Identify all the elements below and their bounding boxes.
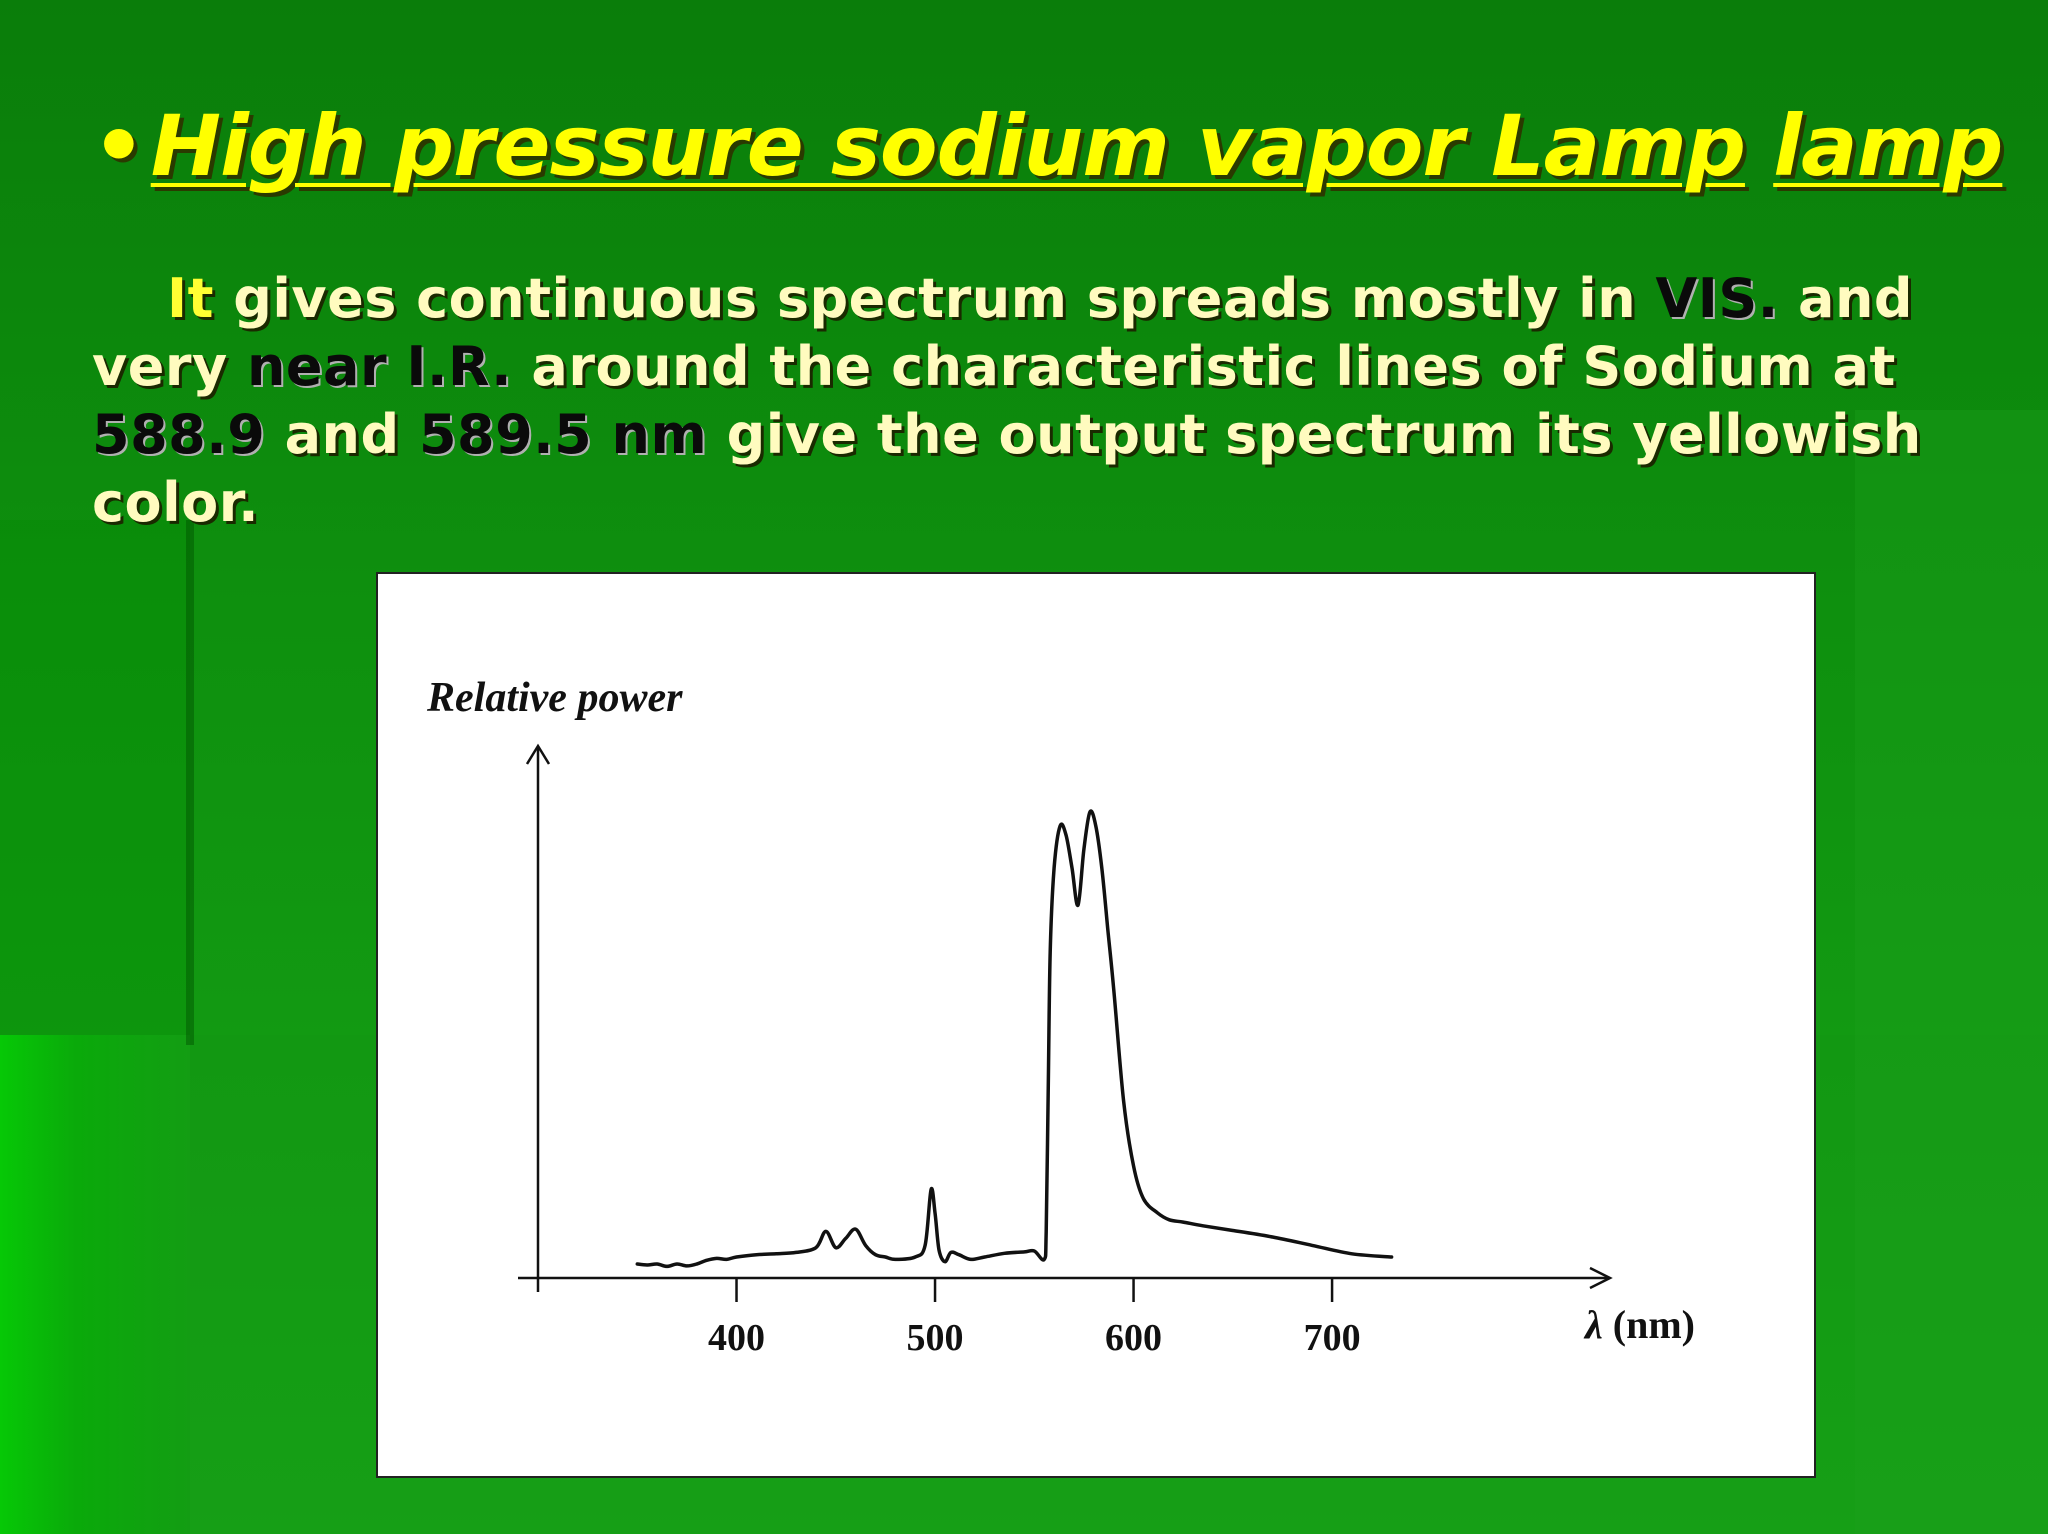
x-axis-unit: (nm) bbox=[1613, 1302, 1695, 1347]
text-wavelength-2: 589.5 nm bbox=[418, 403, 708, 466]
decorative-left-block bbox=[0, 520, 190, 1035]
x-axis-label: λ (nm) bbox=[1583, 1302, 1695, 1347]
text-segment-5: give the output spectrum its yellowish c… bbox=[92, 403, 1922, 534]
text-near-ir: near I.R. bbox=[246, 335, 513, 398]
text-wavelength-1: 588.9 bbox=[92, 403, 266, 466]
text-segment-1: gives continuous spectrum spreads mostly… bbox=[213, 267, 1656, 330]
decorative-vertical-line bbox=[186, 520, 194, 1045]
y-axis-arrow-icon bbox=[525, 743, 551, 765]
title-main: High pressure sodium vapor Lamp bbox=[150, 97, 1746, 195]
x-axis-arrow-icon bbox=[1589, 1266, 1613, 1290]
text-segment-3: around the characteristic lines of Sodiu… bbox=[512, 335, 1896, 398]
x-tick-label: 700 bbox=[1304, 1317, 1361, 1359]
y-axis-label: Relative power bbox=[426, 675, 683, 721]
spectrum-chart: Relative power 400 500 600 700 λ (nm) bbox=[426, 675, 1695, 1359]
spectrum-figure: Relative power 400 500 600 700 λ (nm) bbox=[376, 572, 1816, 1478]
text-it: It bbox=[167, 267, 214, 330]
spectrum-series-line bbox=[635, 809, 1394, 1269]
slide-title: •High pressure sodium vapor Lamp lamp bbox=[92, 97, 2003, 195]
text-vis: VIS. bbox=[1655, 267, 1779, 330]
title-extra: lamp bbox=[1773, 97, 2003, 195]
bullet-icon: • bbox=[92, 97, 146, 195]
x-tick-label: 400 bbox=[708, 1317, 765, 1359]
x-tick-label: 500 bbox=[907, 1317, 964, 1359]
x-tick-label: 600 bbox=[1105, 1317, 1162, 1359]
text-segment-4: and bbox=[265, 403, 419, 466]
decorative-right-band bbox=[1855, 410, 2048, 1534]
x-axis-symbol: λ bbox=[1583, 1302, 1603, 1347]
description-paragraph: It gives continuous spectrum spreads mos… bbox=[92, 265, 1982, 537]
text-segment-2: and very bbox=[92, 267, 1914, 398]
decorative-left-band bbox=[0, 1035, 190, 1534]
